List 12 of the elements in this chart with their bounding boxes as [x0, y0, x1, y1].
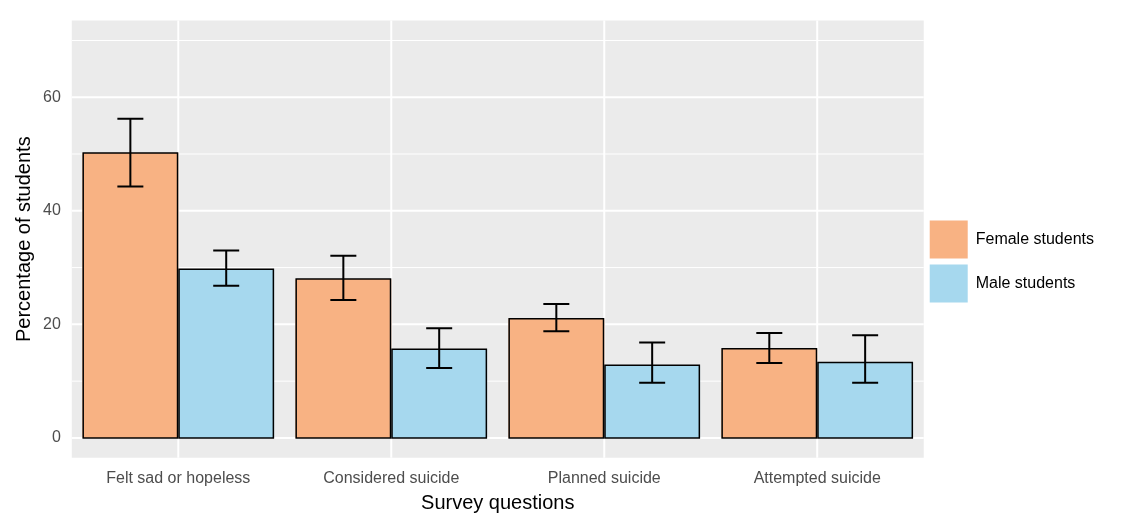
x-tick-label: Attempted suicide	[753, 468, 881, 486]
x-tick-label: Considered suicide	[323, 468, 460, 486]
y-tick-label: 40	[43, 201, 61, 219]
x-axis-title: Survey questions	[421, 490, 575, 513]
y-axis-title: Percentage of students	[11, 136, 34, 343]
y-tick-label: 20	[43, 314, 61, 332]
y-tick-label: 60	[43, 87, 61, 105]
x-tick-label: Planned suicide	[547, 468, 661, 486]
y-tick-label: 0	[51, 428, 61, 446]
x-tick-label: Felt sad or hopeless	[106, 468, 251, 486]
legend-label: Male students	[975, 273, 1076, 291]
legend-label: Female students	[975, 229, 1094, 247]
